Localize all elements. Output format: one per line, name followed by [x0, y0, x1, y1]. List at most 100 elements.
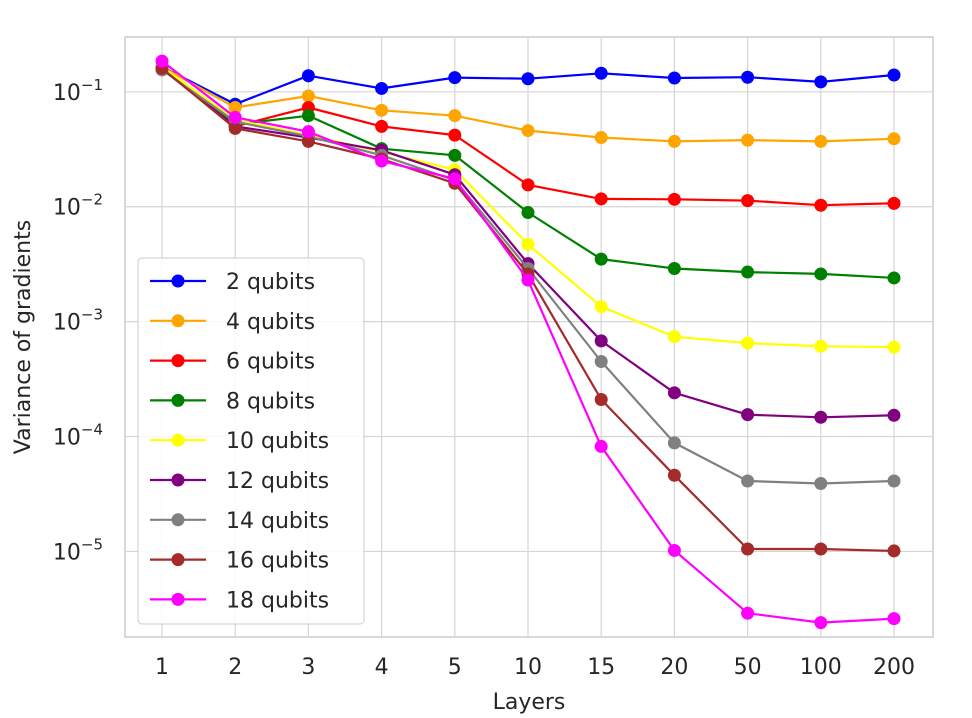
data-point: [594, 66, 608, 80]
legend-entry: 8 qubits: [150, 389, 315, 414]
x-tick-label: 4: [375, 655, 389, 680]
legend-label: 18 qubits: [226, 588, 329, 613]
y-axis-ticks: 10−1 10−2 10−3 10−4 10−5: [53, 76, 103, 566]
legend-label: 8 qubits: [226, 389, 315, 414]
data-point: [375, 103, 389, 117]
y-tick-label: 10−3: [53, 306, 103, 336]
data-point: [521, 124, 535, 138]
x-tick-label: 200: [873, 655, 915, 680]
data-point: [887, 474, 901, 488]
data-point: [667, 386, 681, 400]
y-tick-label: 10−5: [53, 535, 103, 565]
data-point: [667, 436, 681, 450]
data-point: [814, 542, 828, 556]
data-point: [301, 109, 315, 123]
data-point: [741, 194, 755, 208]
data-point: [887, 340, 901, 354]
legend-label: 16 qubits: [226, 549, 329, 574]
data-point: [667, 261, 681, 275]
data-point: [228, 121, 242, 135]
data-point: [301, 125, 315, 139]
data-point: [667, 192, 681, 206]
legend-marker: [171, 473, 185, 487]
legend-label: 2 qubits: [226, 270, 315, 295]
legend-marker: [171, 553, 185, 567]
legend-marker: [171, 513, 185, 527]
data-point: [887, 612, 901, 626]
data-point: [741, 542, 755, 556]
x-tick-label: 10: [514, 655, 542, 680]
legend-marker: [171, 393, 185, 407]
data-point: [814, 339, 828, 353]
series-layer: [155, 54, 901, 630]
data-point: [741, 474, 755, 488]
x-tick-label: 20: [660, 655, 688, 680]
legend-marker: [171, 314, 185, 328]
x-axis-ticks: 1 2 3 4 5 10 15 20 50 100 200: [155, 655, 915, 680]
data-point: [741, 133, 755, 147]
data-point: [741, 265, 755, 279]
x-tick-label: 100: [800, 655, 842, 680]
data-point: [594, 192, 608, 206]
legend-label: 6 qubits: [226, 350, 315, 375]
data-point: [741, 408, 755, 422]
data-point: [228, 101, 242, 115]
series-8-qubits: [155, 62, 901, 285]
y-axis-label: Variance of gradients: [11, 220, 36, 454]
legend-label: 4 qubits: [226, 310, 315, 335]
series-18-qubits: [155, 54, 901, 630]
data-point: [887, 68, 901, 82]
legend-entry: 6 qubits: [150, 350, 315, 375]
data-point: [594, 252, 608, 266]
legend-marker: [171, 274, 185, 288]
legend-entry: 4 qubits: [150, 310, 315, 335]
x-tick-label: 3: [301, 655, 315, 680]
data-point: [887, 196, 901, 210]
data-point: [814, 198, 828, 212]
data-point: [667, 468, 681, 482]
data-point: [814, 267, 828, 281]
legend-entry: 2 qubits: [150, 270, 315, 295]
data-point: [667, 543, 681, 557]
x-tick-label: 50: [734, 655, 762, 680]
data-point: [448, 71, 462, 85]
data-point: [594, 300, 608, 314]
data-point: [155, 54, 169, 68]
x-tick-label: 2: [228, 655, 242, 680]
legend-label: 12 qubits: [226, 469, 329, 494]
data-point: [521, 72, 535, 86]
data-point: [594, 334, 608, 348]
data-point: [521, 273, 535, 287]
data-point: [594, 393, 608, 407]
data-point: [741, 606, 755, 620]
data-point: [887, 132, 901, 146]
data-point: [594, 354, 608, 368]
data-point: [741, 70, 755, 84]
legend-box: [137, 257, 365, 625]
data-point: [887, 271, 901, 285]
data-point: [814, 75, 828, 89]
data-point: [814, 410, 828, 424]
legend-entry: 14 qubits: [150, 509, 329, 534]
data-point: [448, 148, 462, 162]
data-point: [594, 439, 608, 453]
legend-marker: [171, 433, 185, 447]
data-point: [521, 206, 535, 220]
legend-label: 10 qubits: [226, 429, 329, 454]
legend-marker: [171, 354, 185, 368]
data-point: [814, 134, 828, 148]
data-point: [521, 237, 535, 251]
data-point: [448, 109, 462, 123]
data-point: [301, 69, 315, 83]
y-tick-label: 10−4: [53, 421, 103, 451]
data-point: [814, 477, 828, 491]
data-point: [448, 128, 462, 142]
legend-marker: [171, 592, 185, 606]
data-point: [887, 408, 901, 422]
legend-entry: 16 qubits: [150, 549, 329, 574]
data-point: [741, 336, 755, 350]
data-point: [228, 110, 242, 124]
y-tick-label: 10−2: [53, 191, 103, 221]
y-tick-label: 10−1: [53, 76, 103, 106]
